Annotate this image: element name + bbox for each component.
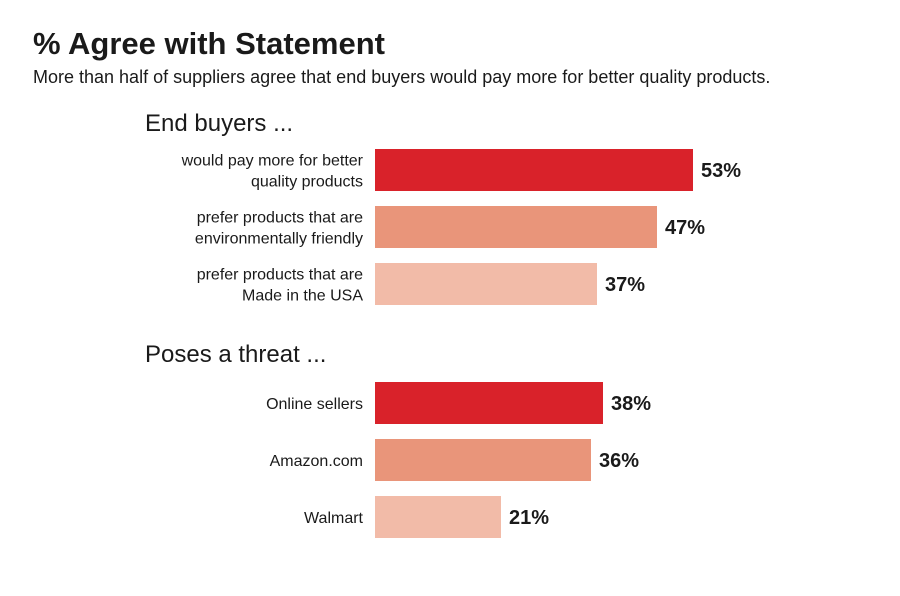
bar-0-2 bbox=[375, 263, 597, 305]
bar-0-0 bbox=[375, 149, 693, 191]
chart-subtitle: More than half of suppliers agree that e… bbox=[33, 67, 771, 87]
category-label-0-0-line-0: would pay more for better bbox=[181, 153, 364, 170]
category-label-1-2-line-0: Walmart bbox=[304, 510, 364, 527]
bar-1-2 bbox=[375, 496, 501, 538]
value-label-0-0: 53% bbox=[701, 160, 741, 182]
category-label-0-0-line-1: quality products bbox=[251, 174, 363, 191]
category-label-0-2-line-0: prefer products that are bbox=[197, 267, 363, 284]
value-label-1-1: 36% bbox=[599, 450, 639, 472]
value-label-0-2: 37% bbox=[605, 274, 645, 296]
category-label-1-0-line-0: Online sellers bbox=[266, 396, 363, 413]
value-label-1-2: 21% bbox=[509, 507, 549, 529]
bar-1-0 bbox=[375, 382, 603, 424]
category-label-0-1-line-0: prefer products that are bbox=[197, 210, 363, 227]
category-label-1-1-line-0: Amazon.com bbox=[270, 453, 363, 470]
chart-title: % Agree with Statement bbox=[33, 26, 385, 61]
section-title-end-buyers: End buyers ... bbox=[145, 110, 294, 137]
category-label-0-2-line-1: Made in the USA bbox=[242, 288, 363, 305]
value-label-0-1: 47% bbox=[665, 217, 705, 239]
bar-0-1 bbox=[375, 206, 657, 248]
value-label-1-0: 38% bbox=[611, 393, 651, 415]
section-title-poses-threat: Poses a threat ... bbox=[145, 341, 327, 368]
category-label-0-1-line-1: environmentally friendly bbox=[195, 231, 363, 248]
bar-1-1 bbox=[375, 439, 591, 481]
